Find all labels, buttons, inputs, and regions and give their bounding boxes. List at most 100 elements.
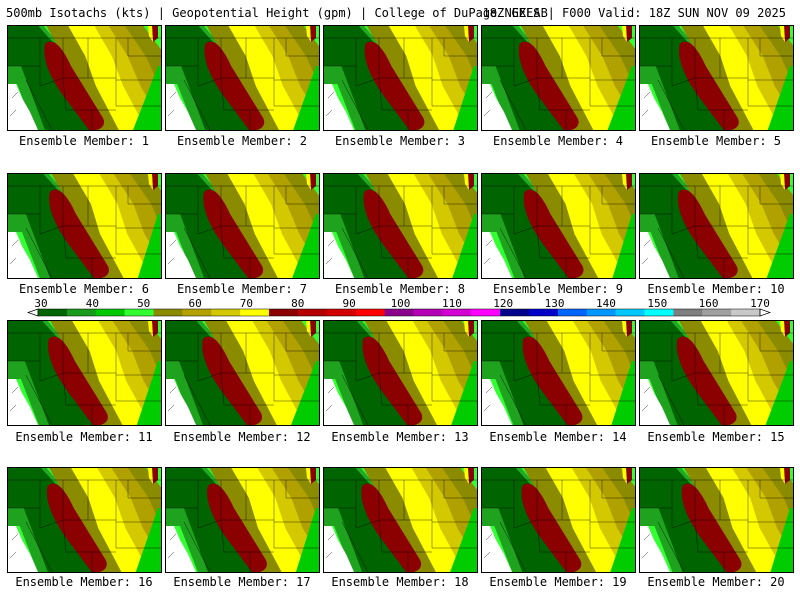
ensemble-member-map [639, 173, 794, 279]
colorbar-swatch [500, 309, 530, 316]
us-west-map-icon [8, 321, 161, 425]
colorbar-swatch [124, 309, 154, 316]
colorbar-swatch [38, 309, 68, 316]
ensemble-member-map [165, 467, 320, 573]
colorbar-tick-label: 140 [596, 297, 616, 310]
isotach-colorbar: 30 40 50 60 70 80 90 100 110 120 130 140 150 160 170 [0, 296, 800, 320]
colorbar-tick-label: 170 [750, 297, 770, 310]
colorbar-swatch [673, 309, 703, 316]
colorbar-tick-label: 90 [342, 297, 355, 310]
ensemble-member-label: Ensemble Member: 15 [647, 430, 785, 444]
us-west-map-icon [324, 174, 477, 278]
ensemble-member-label: Ensemble Member: 14 [489, 430, 627, 444]
ensemble-member-map [7, 467, 162, 573]
run-valid-time: 18Z GEFS | F000 Valid: 18Z SUN NOV 09 20… [482, 6, 786, 20]
colorbar-swatch [528, 309, 559, 316]
colorbar-swatch [615, 309, 645, 316]
ensemble-member-map [481, 173, 636, 279]
map-title: 500mb Isotachs (kts) | Geopotential Heig… [6, 6, 548, 20]
colorbar-swatch [731, 309, 761, 316]
colorbar-swatch [269, 309, 299, 316]
ensemble-member-map [323, 25, 478, 131]
ensemble-member-map [639, 320, 794, 426]
ensemble-member-map [323, 320, 478, 426]
us-west-map-icon [640, 468, 793, 572]
colorbar-svg: 30 40 50 60 70 80 90 100 110 120 130 140 150 160 170 [26, 297, 772, 317]
colorbar-swatch [442, 309, 472, 316]
colorbar-swatch [240, 309, 270, 316]
us-west-map-icon [324, 321, 477, 425]
colorbar-tick-label: 30 [34, 297, 47, 310]
colorbar-swatch [413, 309, 443, 316]
ensemble-member-label: Ensemble Member: 1 [18, 134, 150, 148]
colorbar-tick-label: 40 [86, 297, 99, 310]
us-west-map-icon [324, 468, 477, 572]
us-west-map-icon [8, 26, 161, 130]
ensemble-member-map [481, 25, 636, 131]
ensemble-member-label: Ensemble Member: 7 [176, 282, 308, 296]
colorbar-swatch [297, 309, 328, 316]
ensemble-member-label: Ensemble Member: 3 [334, 134, 466, 148]
us-west-map-icon [8, 174, 161, 278]
colorbar-swatch [644, 309, 674, 316]
colorbar-tick-label: 130 [545, 297, 565, 310]
ensemble-member-label: Ensemble Member: 11 [15, 430, 153, 444]
ensemble-member-map [323, 467, 478, 573]
colorbar-swatch [211, 309, 241, 316]
colorbar-swatch [471, 309, 501, 316]
colorbar-tick-label: 110 [442, 297, 462, 310]
us-west-map-icon [640, 26, 793, 130]
map-header: 500mb Isotachs (kts) | Geopotential Heig… [0, 0, 800, 24]
us-west-map-icon [166, 468, 319, 572]
ensemble-member-label: Ensemble Member: 19 [489, 575, 627, 589]
us-west-map-icon [324, 26, 477, 130]
ensemble-member-map [165, 173, 320, 279]
ensemble-member-label: Ensemble Member: 18 [331, 575, 469, 589]
ensemble-member-label: Ensemble Member: 16 [15, 575, 153, 589]
colorbar-swatch [182, 309, 212, 316]
ensemble-member-label: Ensemble Member: 6 [18, 282, 150, 296]
us-west-map-icon [166, 26, 319, 130]
us-west-map-icon [482, 26, 635, 130]
ensemble-member-map [7, 25, 162, 131]
ensemble-member-label: Ensemble Member: 8 [334, 282, 466, 296]
colorbar-tick-label: 70 [240, 297, 253, 310]
ensemble-member-label: Ensemble Member: 5 [650, 134, 782, 148]
us-west-map-icon [482, 468, 635, 572]
us-west-map-icon [166, 174, 319, 278]
colorbar-tick-label: 50 [137, 297, 150, 310]
ensemble-member-label: Ensemble Member: 17 [173, 575, 311, 589]
colorbar-swatch [557, 309, 588, 316]
colorbar-swatch [355, 309, 385, 316]
us-west-map-icon [482, 321, 635, 425]
us-west-map-icon [8, 468, 161, 572]
ensemble-member-map [481, 320, 636, 426]
ensemble-member-map [639, 467, 794, 573]
colorbar-swatch [586, 309, 616, 316]
ensemble-member-map [7, 320, 162, 426]
colorbar-swatch [153, 309, 183, 316]
colorbar-tick-label: 160 [699, 297, 719, 310]
colorbar-swatch [326, 309, 356, 316]
colorbar-tick-label: 150 [647, 297, 667, 310]
us-west-map-icon [166, 321, 319, 425]
ensemble-member-label: Ensemble Member: 20 [647, 575, 785, 589]
ensemble-member-label: Ensemble Member: 12 [173, 430, 311, 444]
colorbar-tick-label: 60 [188, 297, 201, 310]
colorbar-left-arrow-icon [26, 308, 39, 317]
ensemble-member-label: Ensemble Member: 4 [492, 134, 624, 148]
colorbar-swatch [95, 309, 125, 316]
ensemble-member-map [7, 173, 162, 279]
us-west-map-icon [640, 321, 793, 425]
ensemble-member-label: Ensemble Member: 9 [492, 282, 624, 296]
ensemble-member-map [165, 320, 320, 426]
colorbar-tick-label: 120 [493, 297, 513, 310]
ensemble-member-map [481, 467, 636, 573]
ensemble-member-label: Ensemble Member: 2 [176, 134, 308, 148]
ensemble-member-map [165, 25, 320, 131]
ensemble-member-label: Ensemble Member: 13 [331, 430, 469, 444]
colorbar-swatch [384, 309, 414, 316]
colorbar-tick-label: 80 [291, 297, 304, 310]
colorbar-right-arrow-icon [759, 308, 772, 317]
colorbar-tick-label: 100 [391, 297, 411, 310]
